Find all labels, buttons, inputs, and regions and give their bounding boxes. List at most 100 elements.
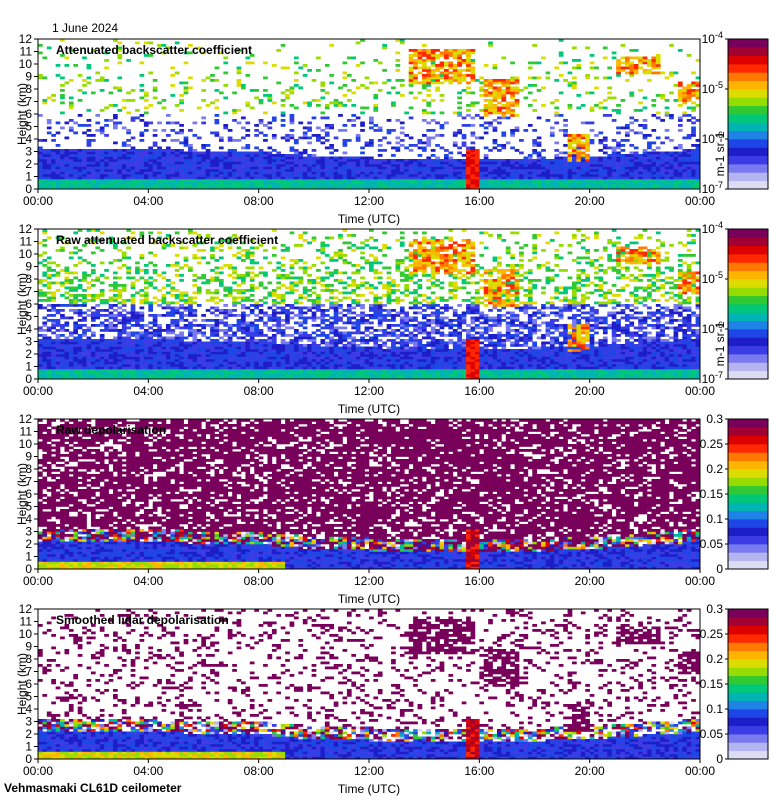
heatmap-cell	[439, 124, 445, 127]
heatmap-cell	[192, 171, 198, 175]
heatmap-cell	[139, 159, 145, 162]
heatmap-cell	[572, 161, 577, 165]
heatmap-cell	[519, 164, 524, 167]
heatmap-cell	[174, 41, 180, 45]
heatmap-cell	[276, 184, 282, 187]
heatmap-cell	[196, 261, 202, 265]
heatmap-cell	[629, 64, 635, 67]
heatmap-cell	[642, 159, 648, 162]
heatmap-cell	[77, 159, 83, 162]
heatmap-cell	[673, 156, 679, 160]
heatmap-cell	[435, 66, 440, 70]
heatmap-cell	[99, 171, 105, 175]
heatmap-cell	[514, 76, 520, 80]
heatmap-cell	[527, 159, 533, 162]
heatmap-cell	[139, 336, 145, 340]
heatmap-cell	[466, 149, 471, 152]
heatmap-cell	[227, 149, 233, 152]
heatmap-cell	[633, 71, 639, 75]
heatmap-cell	[214, 339, 220, 342]
y-tick-label: 12	[19, 32, 33, 46]
heatmap-cell	[165, 336, 171, 340]
heatmap-cell	[196, 291, 202, 295]
heatmap-cell	[536, 169, 542, 172]
heatmap-cell	[245, 144, 251, 147]
heatmap-cell	[505, 159, 511, 162]
heatmap-cell	[638, 179, 643, 182]
heatmap-cell	[624, 139, 630, 142]
heatmap-cell	[126, 159, 131, 162]
heatmap-cell	[342, 84, 348, 87]
heatmap-cell	[417, 146, 423, 150]
heatmap-cell	[174, 104, 180, 107]
heatmap-cell	[444, 159, 449, 162]
heatmap-cell	[439, 171, 445, 175]
heatmap-cell	[196, 236, 202, 240]
heatmap-cell	[192, 184, 198, 187]
heatmap-cell	[342, 166, 348, 170]
heatmap-cell	[567, 104, 573, 107]
heatmap-cell	[360, 124, 365, 127]
heatmap-cell	[139, 134, 145, 137]
heatmap-cell	[232, 109, 237, 112]
heatmap-cell	[479, 174, 485, 177]
heatmap-cell	[461, 161, 467, 165]
heatmap-cell	[448, 64, 454, 67]
heatmap-cell	[90, 376, 96, 380]
heatmap-cell	[492, 66, 498, 70]
heatmap-cell	[267, 126, 273, 130]
heatmap-cell	[452, 171, 458, 175]
heatmap-cell	[421, 79, 427, 82]
heatmap-cell	[633, 119, 639, 122]
heatmap-cell	[426, 144, 432, 147]
heatmap-cell	[148, 121, 154, 125]
heatmap-cell	[382, 174, 387, 177]
heatmap-cell	[108, 149, 114, 152]
heatmap-cell	[567, 146, 573, 150]
heatmap-cell	[364, 144, 370, 147]
heatmap-cell	[254, 161, 259, 165]
heatmap-cell	[126, 336, 131, 340]
heatmap-cell	[611, 184, 617, 187]
heatmap-cell	[179, 181, 184, 185]
heatmap-cell	[68, 354, 74, 357]
heatmap-cell	[647, 146, 652, 150]
heatmap-cell	[205, 349, 211, 352]
heatmap-cell	[139, 339, 145, 342]
heatmap-cell	[351, 186, 357, 190]
heatmap-cell	[192, 301, 198, 305]
heatmap-cell	[113, 169, 118, 172]
heatmap-cell	[333, 181, 339, 185]
heatmap-cell	[519, 186, 524, 190]
heatmap-cell	[64, 354, 70, 357]
heatmap-cell	[594, 169, 599, 172]
heatmap-cell	[580, 136, 586, 140]
heatmap-cell	[73, 181, 79, 185]
heatmap-cell	[580, 144, 586, 147]
heatmap-cell	[457, 159, 462, 162]
heatmap-cell	[90, 269, 96, 272]
heatmap-cell	[647, 151, 652, 155]
heatmap-cell	[113, 126, 118, 130]
heatmap-cell	[527, 174, 533, 177]
heatmap-cell	[594, 184, 599, 187]
heatmap-cell	[695, 151, 701, 155]
heatmap-cell	[523, 184, 529, 187]
heatmap-cell	[77, 354, 83, 357]
heatmap-cell	[205, 374, 211, 377]
heatmap-cell	[638, 176, 643, 180]
heatmap-cell	[152, 356, 158, 360]
heatmap-cell	[51, 139, 56, 142]
heatmap-cell	[205, 161, 211, 165]
heatmap-cell	[108, 119, 114, 122]
heatmap-cell	[245, 174, 251, 177]
heatmap-cell	[532, 169, 537, 172]
heatmap-cell	[271, 154, 277, 157]
heatmap-cell	[227, 186, 233, 190]
heatmap-cell	[492, 64, 498, 67]
heatmap-cell	[179, 99, 184, 102]
heatmap-cell	[651, 66, 657, 70]
heatmap-cell	[55, 176, 61, 180]
heatmap-cell	[179, 94, 184, 97]
heatmap-cell	[174, 176, 180, 180]
